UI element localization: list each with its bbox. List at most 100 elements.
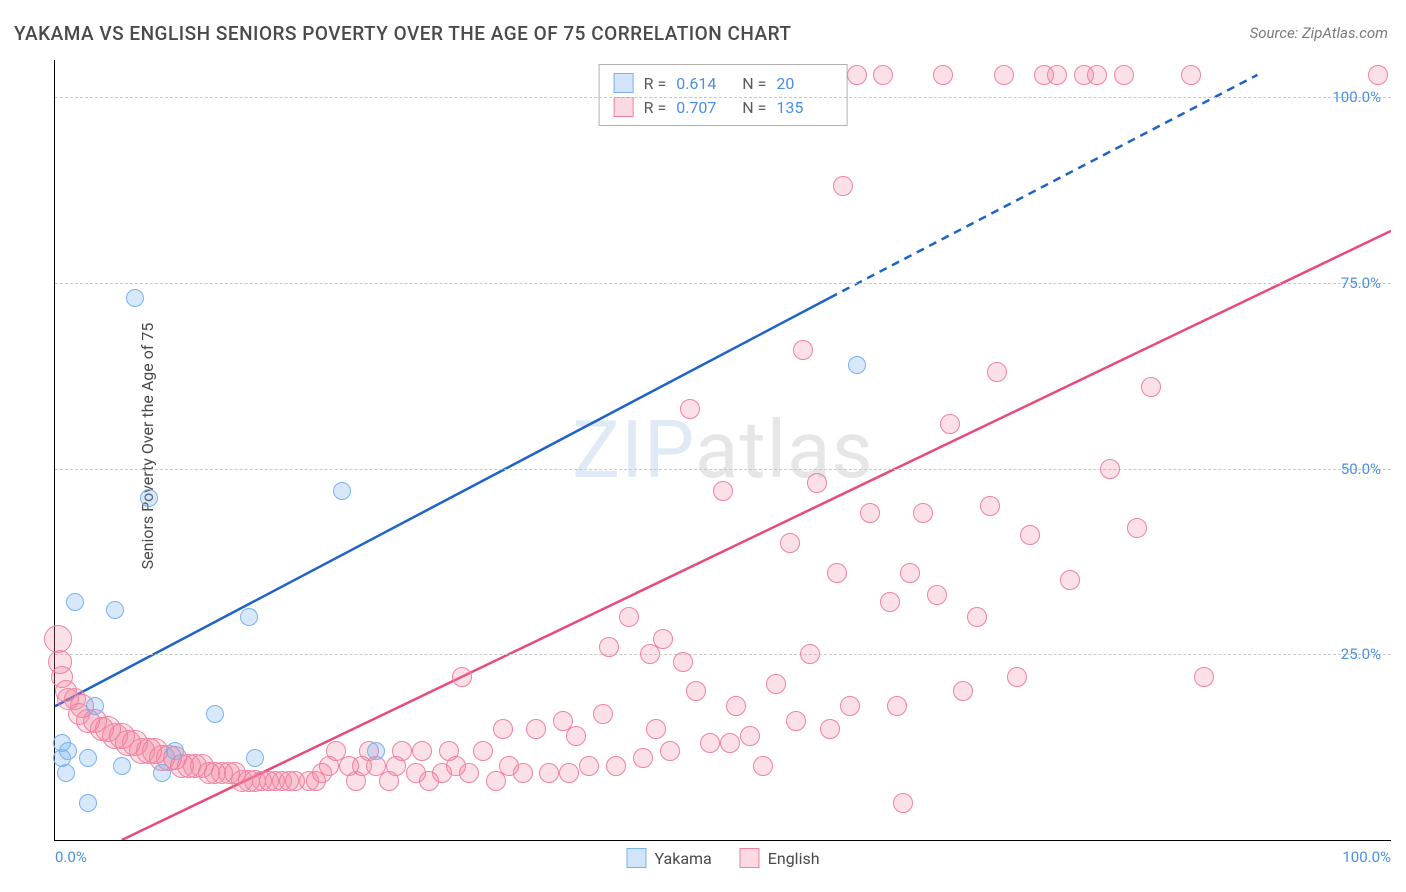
scatter-point-b <box>766 674 786 694</box>
legend-series: Yakama English <box>626 848 819 868</box>
y-tick-label: 25.0% <box>1341 645 1381 663</box>
scatter-point-b <box>392 741 412 761</box>
y-tick-label: 100.0% <box>1332 88 1381 106</box>
scatter-point-b <box>1047 65 1067 85</box>
scatter-point-b <box>994 65 1014 85</box>
y-tick-label: 50.0% <box>1341 460 1381 478</box>
legend-a-name: Yakama <box>654 849 711 868</box>
trend-lines-overlay <box>55 60 1391 840</box>
chart-title: YAKAMA VS ENGLISH SENIORS POVERTY OVER T… <box>14 22 792 45</box>
scatter-point-b <box>913 503 933 523</box>
scatter-point-b <box>1087 65 1107 85</box>
scatter-point-b <box>1368 65 1388 85</box>
scatter-point-b <box>566 726 586 746</box>
scatter-point-b <box>412 741 432 761</box>
scatter-point-b <box>606 756 626 776</box>
scatter-point-b <box>987 362 1007 382</box>
scatter-point-b <box>459 763 479 783</box>
swatch-b-icon <box>740 848 760 868</box>
scatter-point-b <box>726 696 746 716</box>
scatter-point-b <box>686 681 706 701</box>
trend-line <box>122 231 1391 840</box>
swatch-a-icon <box>626 848 646 868</box>
scatter-point-b <box>633 748 653 768</box>
scatter-point-b <box>1127 518 1147 538</box>
gridline <box>55 283 1391 284</box>
watermark-bold: ZIP <box>572 403 695 497</box>
scatter-point-b <box>599 637 619 657</box>
y-tick-label: 75.0% <box>1341 274 1381 292</box>
scatter-point-b <box>900 563 920 583</box>
plot-area: ZIPatlas R = 0.614 N = 20 R = 0.707 N = … <box>54 60 1391 841</box>
scatter-point-a <box>246 749 264 767</box>
scatter-point-a <box>333 482 351 500</box>
scatter-point-b <box>786 711 806 731</box>
scatter-point-b <box>473 741 493 761</box>
swatch-a-icon <box>614 73 634 93</box>
scatter-point-a <box>126 289 144 307</box>
scatter-point-a <box>367 742 385 760</box>
scatter-point-b <box>1141 377 1161 397</box>
scatter-point-b <box>1100 459 1120 479</box>
scatter-point-b <box>513 763 533 783</box>
scatter-point-b <box>893 793 913 813</box>
scatter-point-b <box>720 733 740 753</box>
scatter-point-a <box>140 489 158 507</box>
scatter-point-b <box>1194 667 1214 687</box>
scatter-point-b <box>873 65 893 85</box>
swatch-b-icon <box>614 97 634 117</box>
scatter-point-b <box>807 473 827 493</box>
legend-a-r: 0.614 <box>676 74 732 93</box>
scatter-point-b <box>526 719 546 739</box>
gridline <box>55 97 1391 98</box>
scatter-point-b <box>967 607 987 627</box>
legend-correlation: R = 0.614 N = 20 R = 0.707 N = 135 <box>599 64 848 126</box>
scatter-point-b <box>940 414 960 434</box>
legend-r-label: R = <box>644 98 667 117</box>
scatter-point-b <box>579 756 599 776</box>
scatter-point-b <box>820 719 840 739</box>
x-tick-label: 0.0% <box>55 848 87 866</box>
scatter-point-b <box>980 496 1000 516</box>
x-tick-label: 100.0% <box>1342 848 1391 866</box>
chart-source: Source: ZipAtlas.com <box>1250 24 1388 42</box>
scatter-point-b <box>860 503 880 523</box>
legend-row-a: R = 0.614 N = 20 <box>614 71 833 95</box>
scatter-point-b <box>1020 525 1040 545</box>
scatter-point-a <box>86 697 104 715</box>
trend-line <box>55 298 830 707</box>
scatter-point-b <box>827 563 847 583</box>
scatter-point-b <box>880 592 900 612</box>
scatter-point-a <box>66 593 84 611</box>
scatter-point-b <box>1060 570 1080 590</box>
scatter-point-b <box>539 763 559 783</box>
scatter-point-b <box>1114 65 1134 85</box>
scatter-point-b <box>933 65 953 85</box>
scatter-point-a <box>57 764 75 782</box>
scatter-point-b <box>619 607 639 627</box>
scatter-point-b <box>493 719 513 739</box>
scatter-point-b <box>953 681 973 701</box>
scatter-point-b <box>927 585 947 605</box>
legend-row-b: R = 0.707 N = 135 <box>614 95 833 119</box>
gridline <box>55 654 1391 655</box>
legend-n-label: N = <box>742 98 766 117</box>
scatter-point-b <box>593 704 613 724</box>
scatter-point-b <box>740 726 760 746</box>
legend-item-b: English <box>740 848 820 868</box>
scatter-point-a <box>106 601 124 619</box>
scatter-point-a <box>113 757 131 775</box>
scatter-point-b <box>753 756 773 776</box>
legend-b-name: English <box>768 849 820 868</box>
scatter-point-b <box>700 733 720 753</box>
scatter-point-b <box>660 741 680 761</box>
scatter-point-b <box>646 719 666 739</box>
scatter-point-b <box>800 644 820 664</box>
scatter-point-a <box>79 794 97 812</box>
scatter-point-a <box>79 749 97 767</box>
scatter-point-b <box>793 340 813 360</box>
scatter-point-b <box>833 176 853 196</box>
scatter-point-a <box>166 742 184 760</box>
legend-a-n: 20 <box>776 74 832 93</box>
scatter-point-a <box>240 608 258 626</box>
